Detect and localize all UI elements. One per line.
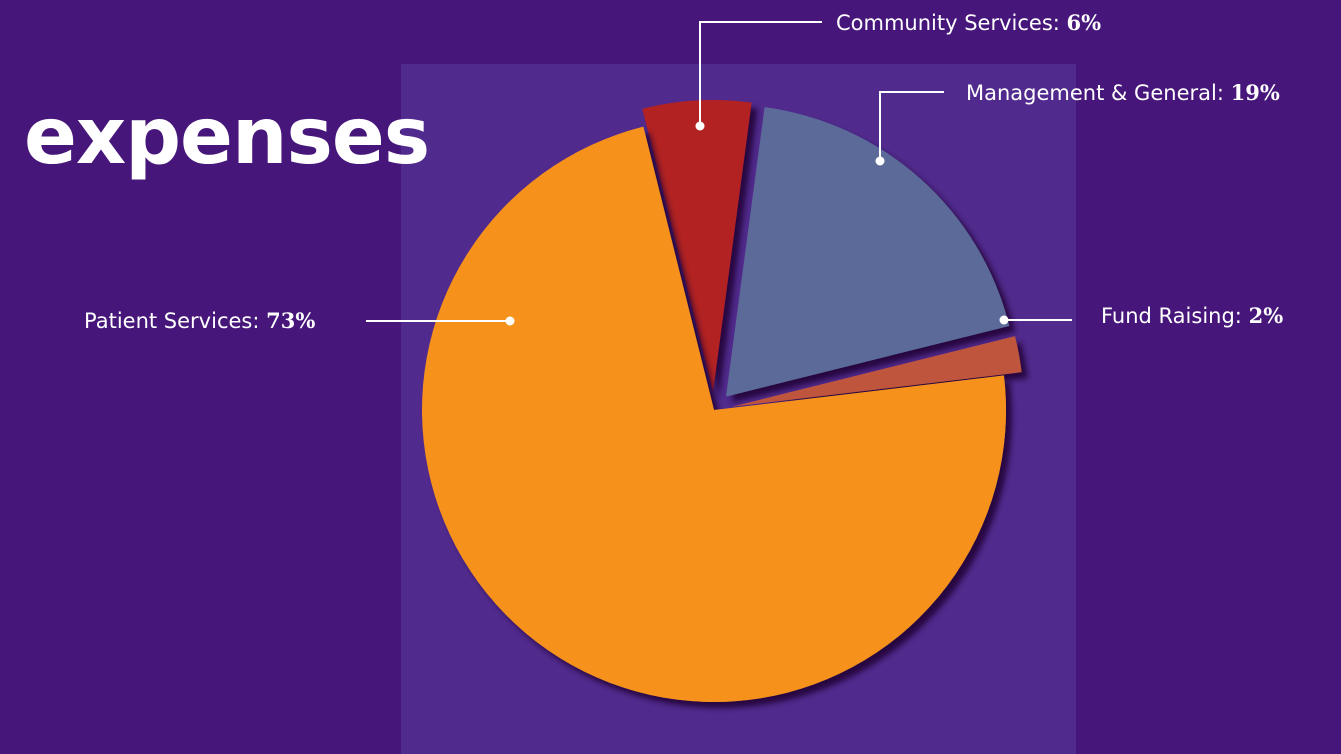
label-management-general: Management & General: 19% bbox=[966, 80, 1280, 106]
leader-line bbox=[879, 91, 944, 161]
leader-dot bbox=[695, 121, 705, 131]
label-fund-raising: Fund Raising: 2% bbox=[1101, 303, 1284, 329]
label-fund-raising-text: Fund Raising: bbox=[1101, 304, 1242, 328]
label-patient-services-text: Patient Services: bbox=[84, 309, 260, 333]
label-community-services-value: 6% bbox=[1066, 10, 1102, 35]
pie-slice-management-general bbox=[725, 107, 1010, 397]
label-patient-services: Patient Services: 73% bbox=[84, 308, 316, 334]
pie-slice-community-services bbox=[642, 100, 752, 393]
leader-dot bbox=[505, 316, 515, 326]
callout-leaders bbox=[366, 21, 1072, 326]
label-management-general-value: 19% bbox=[1230, 80, 1280, 105]
leader-dot bbox=[875, 156, 885, 166]
label-patient-services-value: 73% bbox=[266, 308, 316, 333]
label-management-general-text: Management & General: bbox=[966, 81, 1224, 105]
page-title: expenses bbox=[24, 92, 430, 182]
label-community-services: Community Services: 6% bbox=[836, 10, 1102, 36]
label-community-services-text: Community Services: bbox=[836, 11, 1060, 35]
pie-slice-fund-raising bbox=[731, 336, 1022, 407]
pie-slices bbox=[422, 100, 1022, 702]
leader-dot bbox=[999, 315, 1009, 325]
label-fund-raising-value: 2% bbox=[1248, 303, 1284, 328]
pie-slice-patient-services bbox=[422, 126, 1006, 702]
leader-line bbox=[699, 21, 822, 126]
